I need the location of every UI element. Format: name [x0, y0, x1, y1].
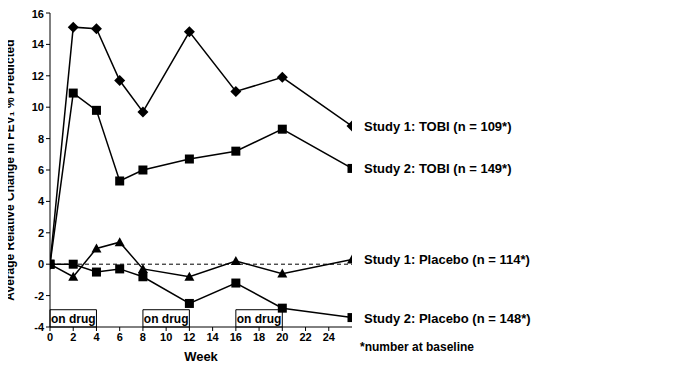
svg-text:14: 14 [206, 331, 219, 343]
svg-text:14: 14 [32, 38, 45, 50]
svg-text:Study 1: TOBI (n = 109*): Study 1: TOBI (n = 109*) [364, 119, 512, 134]
svg-text:Study 2: TOBI (n = 149*): Study 2: TOBI (n = 149*) [364, 161, 512, 176]
svg-text:10: 10 [32, 101, 44, 113]
svg-text:on drug: on drug [144, 312, 189, 326]
svg-text:on drug: on drug [237, 312, 282, 326]
svg-text:16: 16 [32, 8, 44, 20]
svg-text:Week: Week [184, 349, 218, 361]
svg-text:on drug: on drug [51, 312, 96, 326]
svg-text:8: 8 [38, 133, 44, 145]
svg-text:22: 22 [299, 331, 311, 343]
svg-text:16: 16 [230, 331, 242, 343]
svg-text:10: 10 [160, 331, 172, 343]
svg-text:Study 1: Placebo (n = 114*): Study 1: Placebo (n = 114*) [364, 252, 530, 267]
svg-text:-2: -2 [34, 290, 44, 302]
svg-text:12: 12 [183, 331, 195, 343]
svg-text:6: 6 [117, 331, 123, 343]
svg-text:6: 6 [38, 164, 44, 176]
svg-text:2: 2 [70, 331, 76, 343]
svg-text:0: 0 [47, 331, 53, 343]
svg-text:-4: -4 [34, 321, 45, 333]
svg-text:8: 8 [140, 331, 146, 343]
svg-text:4: 4 [93, 331, 100, 343]
svg-text:12: 12 [32, 70, 44, 82]
svg-text:4: 4 [38, 195, 45, 207]
svg-text:20: 20 [276, 331, 288, 343]
svg-text:24: 24 [323, 331, 336, 343]
svg-text:0: 0 [38, 258, 44, 270]
svg-text:Average Relative Change in FEV: Average Relative Change in FEV₁ % Predic… [8, 39, 17, 300]
svg-text:18: 18 [253, 331, 265, 343]
html-text:*number at baseline: *number at baseline [360, 340, 474, 354]
svg-text:Study 2: Placebo (n = 148*): Study 2: Placebo (n = 148*) [364, 311, 531, 326]
svg-text:2: 2 [38, 227, 44, 239]
